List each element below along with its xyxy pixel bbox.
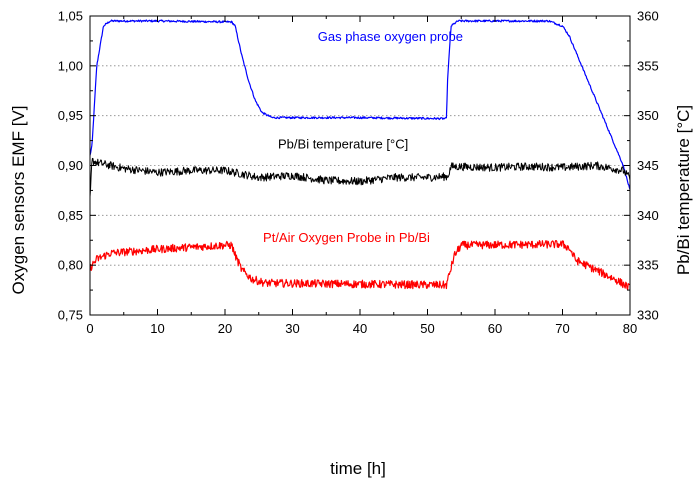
x-tick-label: 40 <box>353 321 367 336</box>
y-right-tick-label: 360 <box>637 9 659 24</box>
x-tick-label: 60 <box>488 321 502 336</box>
tick-labels: 0 10 20 30 40 50 60 70 80 0,75 0,80 0,85 0,90 0,95 1,0… <box>58 9 659 337</box>
y-left-tick-label: 1,05 <box>58 9 83 24</box>
y-right-tick-label: 330 <box>637 308 659 323</box>
x-tick-label: 0 <box>86 321 93 336</box>
x-tick-label: 20 <box>218 321 232 336</box>
annotations: Gas phase oxygen probe Pb/Bi temperature … <box>263 29 463 245</box>
y-right-tick-label: 335 <box>637 258 659 273</box>
y-left-tick-label: 1,00 <box>58 58 83 73</box>
x-tick-label: 50 <box>420 321 434 336</box>
x-tick-label: 10 <box>150 321 164 336</box>
y-axis-right-title: Pb/Bi temperature [°C] <box>674 105 693 275</box>
y-right-tick-label: 350 <box>637 108 659 123</box>
x-tick-label: 30 <box>285 321 299 336</box>
y-left-tick-label: 0,85 <box>58 208 83 223</box>
series-annotation: Gas phase oxygen probe <box>318 29 463 44</box>
series-line-0 <box>89 19 631 190</box>
series-line-1 <box>89 157 631 197</box>
x-tick-label: 70 <box>555 321 569 336</box>
x-tick-label: 80 <box>623 321 637 336</box>
y-right-tick-label: 345 <box>637 158 659 173</box>
y-left-tick-label: 0,80 <box>58 258 83 273</box>
x-axis-title: time [h] <box>330 459 386 478</box>
series-line-2 <box>89 239 631 291</box>
y-axis-left-title: Oxygen sensors EMF [V] <box>9 106 28 295</box>
y-left-tick-label: 0,90 <box>58 158 83 173</box>
y-left-tick-label: 0,75 <box>58 308 83 323</box>
series-annotation: Pb/Bi temperature [°C] <box>278 137 408 152</box>
y-left-tick-label: 0,95 <box>58 108 83 123</box>
y-right-tick-label: 340 <box>637 208 659 223</box>
tick-marks <box>89 15 631 316</box>
y-right-tick-label: 355 <box>637 58 659 73</box>
series-layer <box>89 19 631 291</box>
series-annotation: Pt/Air Oxygen Probe in Pb/Bi <box>263 230 430 245</box>
